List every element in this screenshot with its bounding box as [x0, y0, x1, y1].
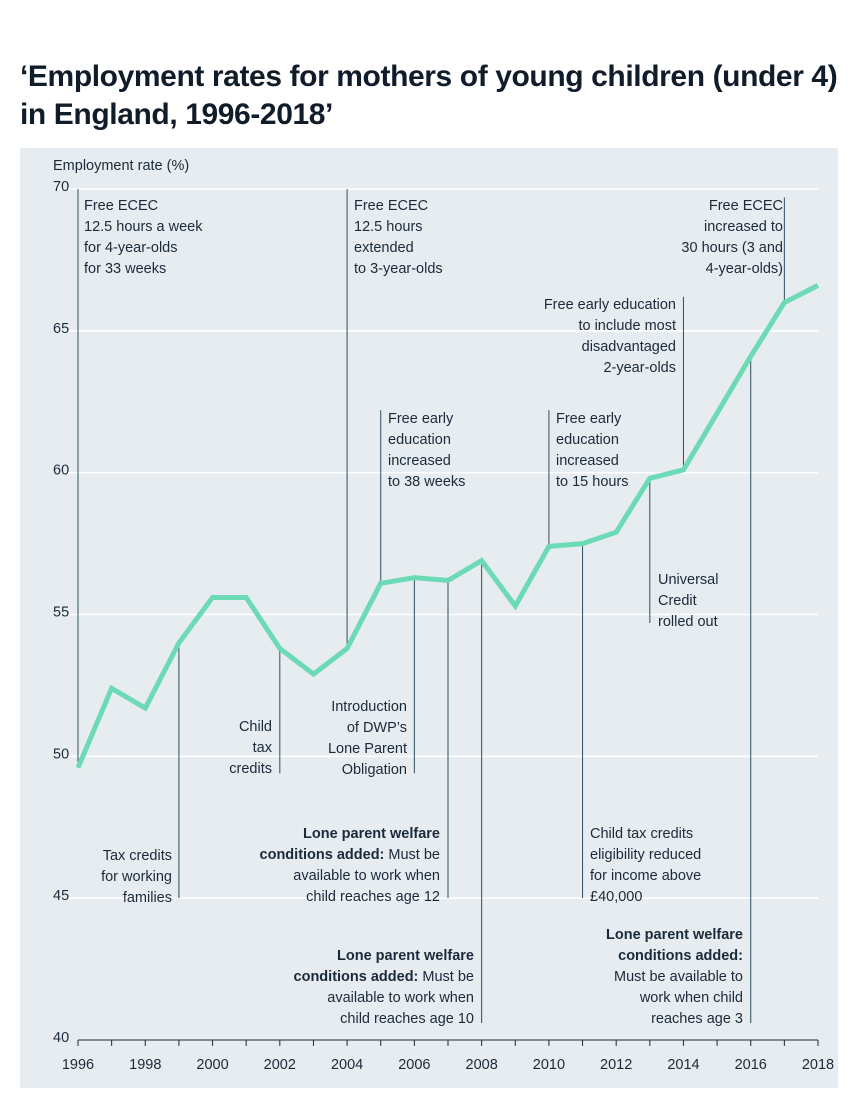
y-tick-45: 45	[53, 888, 69, 904]
y-tick-55: 55	[53, 605, 69, 621]
annotation-2014: Free early education to include most dis…	[543, 297, 676, 376]
annotation-2013: Universal Credit rolled out	[658, 572, 719, 630]
chart-panel	[20, 148, 838, 1088]
y-tick-labels: 40 45 50 55 60 65 70	[53, 179, 69, 1046]
x-tick-2000: 2000	[196, 1057, 228, 1073]
x-tick-2018: 2018	[802, 1057, 834, 1073]
y-tick-40: 40	[53, 1030, 69, 1046]
x-tick-2010: 2010	[533, 1057, 565, 1073]
annotation-2016: Lone parent welfare conditions added: Mu…	[606, 927, 743, 1027]
x-tick-2002: 2002	[264, 1057, 296, 1073]
y-tick-50: 50	[53, 746, 69, 762]
x-tick-labels: 1996 1998 2000 2002 2004 2006 2008 2010 2012 2014…	[62, 1057, 834, 1073]
y-tick-65: 65	[53, 321, 69, 337]
x-tick-2004: 2004	[331, 1057, 363, 1073]
y-tick-60: 60	[53, 463, 69, 479]
annotation-2010: Free early education increased to 15 hou…	[556, 411, 629, 490]
series-line	[75, 283, 820, 769]
x-tick-2014: 2014	[667, 1057, 699, 1073]
y-axis-label: Employment rate (%)	[53, 158, 190, 174]
annotation-2006: Introduction of DWP’s Lone Parent Obliga…	[327, 699, 407, 778]
chart-title: ‘Employment rates for mothers of young c…	[20, 60, 838, 131]
annotation-2005: Free early education increased to 38 wee…	[388, 411, 466, 490]
y-tick-70: 70	[53, 179, 69, 195]
annotation-1996: Free ECEC 12.5 hours a week for 4-year-o…	[84, 198, 203, 277]
x-tick-2008: 2008	[466, 1057, 498, 1073]
gridlines	[58, 188, 819, 1046]
x-tick-1998: 1998	[129, 1057, 161, 1073]
annotation-lines	[77, 189, 785, 1023]
annotation-1999: Tax credits for working families	[101, 848, 172, 906]
x-tick-1996: 1996	[62, 1057, 94, 1073]
x-tick-2012: 2012	[600, 1057, 632, 1073]
annotation-2008: Lone parent welfare conditions added: Mu…	[293, 948, 474, 1027]
annotation-2011: Child tax credits eligibility reduced fo…	[590, 826, 702, 905]
annotation-2007: Lone parent welfare conditions added: Mu…	[259, 826, 440, 905]
annotation-2017: Free ECEC increased to 30 hours (3 and 4…	[681, 198, 783, 277]
annotation-2002: Child tax credits	[229, 719, 272, 777]
annotation-2004: Free ECEC 12.5 hours extended to 3-year-…	[354, 198, 443, 277]
x-tick-2016: 2016	[735, 1057, 767, 1073]
x-tick-2006: 2006	[398, 1057, 430, 1073]
